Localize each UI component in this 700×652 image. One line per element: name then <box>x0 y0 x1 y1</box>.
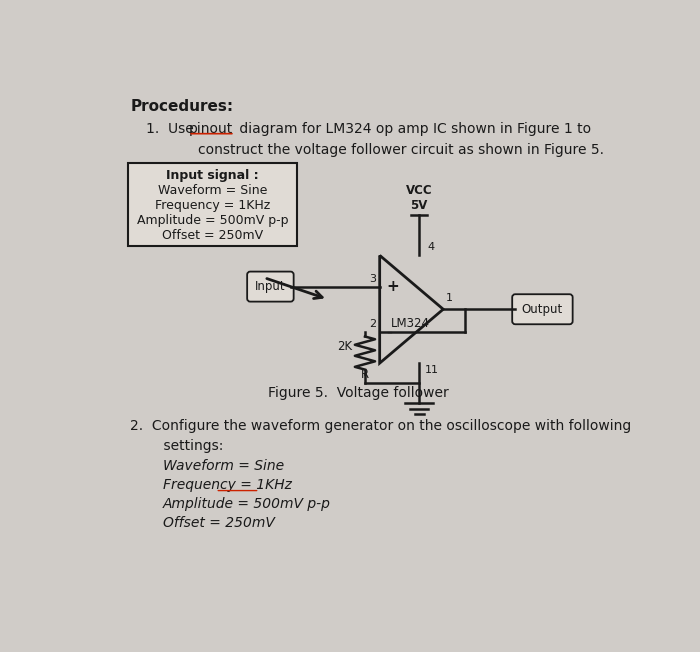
Text: Input: Input <box>255 280 286 293</box>
Text: 4: 4 <box>427 243 434 252</box>
Text: Output: Output <box>522 303 563 316</box>
Text: Amplitude = 500mV p-p: Amplitude = 500mV p-p <box>162 497 330 511</box>
Text: Waveform = Sine: Waveform = Sine <box>158 184 267 197</box>
Text: diagram for LM324 op amp IC shown in Figure 1 to: diagram for LM324 op amp IC shown in Fig… <box>234 122 591 136</box>
Text: 3: 3 <box>369 274 376 284</box>
Text: +: + <box>386 279 398 294</box>
Text: 2: 2 <box>369 319 376 329</box>
Text: Offset = 250mV: Offset = 250mV <box>162 229 262 242</box>
Text: Offset = 250mV: Offset = 250mV <box>162 516 274 530</box>
Text: VCC
5V: VCC 5V <box>406 185 433 212</box>
Text: settings:: settings: <box>146 439 223 453</box>
Text: 11: 11 <box>425 366 439 376</box>
Text: construct the voltage follower circuit as shown in Figure 5.: construct the voltage follower circuit a… <box>162 143 603 157</box>
Text: LM324: LM324 <box>391 317 429 330</box>
Text: Amplitude = 500mV p-p: Amplitude = 500mV p-p <box>136 214 288 227</box>
Text: -: - <box>386 323 392 341</box>
FancyBboxPatch shape <box>247 272 294 302</box>
Text: 2.  Configure the waveform generator on the oscilloscope with following: 2. Configure the waveform generator on t… <box>130 419 631 432</box>
FancyBboxPatch shape <box>128 163 297 246</box>
Text: Frequency = 1KHz: Frequency = 1KHz <box>155 199 270 212</box>
Text: Waveform = Sine: Waveform = Sine <box>162 460 284 473</box>
FancyBboxPatch shape <box>512 294 573 324</box>
Text: Procedures:: Procedures: <box>130 99 233 114</box>
Text: 1: 1 <box>447 293 454 303</box>
Text: 1.  Use: 1. Use <box>146 122 197 136</box>
Text: R: R <box>361 368 369 381</box>
Text: Figure 5.  Voltage follower: Figure 5. Voltage follower <box>268 386 449 400</box>
Text: Input signal :: Input signal : <box>166 169 258 182</box>
Text: pinout: pinout <box>188 122 232 136</box>
Text: 2K: 2K <box>337 340 352 353</box>
Text: Frequency = 1KHz: Frequency = 1KHz <box>162 479 292 492</box>
